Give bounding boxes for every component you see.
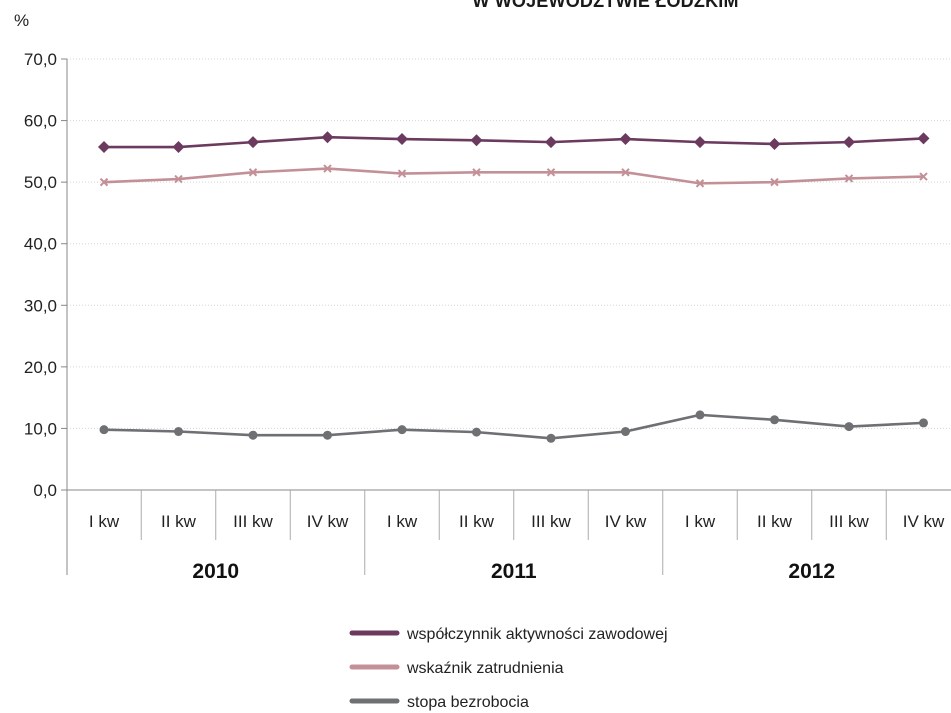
year-group-label: 2011 [491,560,537,583]
data-point-diamond [396,133,408,146]
data-point-circle [323,430,332,440]
data-point-diamond [321,131,334,144]
x-category-label: II kw [757,512,793,531]
data-point-cross [397,169,407,178]
x-category-label: I kw [387,512,418,531]
year-group-label: 2012 [788,560,835,583]
data-point-cross [770,177,779,187]
data-point-diamond [843,136,855,149]
data-point-cross [546,168,556,177]
data-point-diamond [545,136,557,149]
y-tick-label: 50,0 [24,173,57,192]
data-point-circle [919,418,928,428]
legend-entry-label: współczynnik aktywności zawodowej [406,626,668,643]
data-point-diamond [694,136,706,149]
data-point-cross [99,177,109,187]
y-axis-ticks: 0,0 10,0 20,0 30,0 40,0 50,0 60,0 70,0 [24,50,67,500]
data-series [98,131,930,443]
data-point-cross [472,168,481,177]
data-point-cross [844,174,854,183]
data-point-diamond [619,133,632,146]
x-category-label: IV kw [307,512,349,531]
x-category-label: I kw [685,512,716,531]
x-category-label: III kw [829,512,869,531]
series-x [99,164,928,188]
x-axis-categories: I kw II kw III kw IV kw I kw II kw III kw IV kw… [89,490,945,583]
series-diamond [98,131,930,154]
legend-entry-label: wskaźnik zatrudnienia [406,660,564,677]
data-point-circle [248,430,258,440]
data-point-cross [323,164,332,173]
y-tick-label: 30,0 [24,296,57,315]
series-line [103,167,924,185]
series-line [103,413,924,440]
legend-entry-label: stopa bezrobocia [407,694,529,711]
y-tick-label: 10,0 [24,419,57,438]
data-point-cross [695,179,705,188]
data-point-circle [174,427,183,437]
series-circle [99,410,928,443]
chart-title: W WOJEWÓDZTWIE ŁÓDZKIM [472,0,739,11]
data-point-diamond [247,136,259,149]
data-point-circle [844,422,854,432]
gridlines [67,58,951,429]
y-axis-unit-label: % [14,11,29,30]
data-point-circle [621,427,630,437]
y-tick-label: 0,0 [33,481,57,500]
data-point-diamond [98,141,110,154]
data-point-cross [174,174,183,184]
y-tick-label: 40,0 [24,235,57,254]
x-category-label: II kw [161,512,197,531]
x-category-label: III kw [531,512,571,531]
data-point-circle [695,410,705,420]
data-point-cross [621,168,630,177]
x-category-label: IV kw [903,512,945,531]
y-tick-label: 60,0 [24,112,57,131]
data-point-cross [919,172,928,181]
data-point-diamond [172,141,185,154]
x-category-label: IV kw [605,512,647,531]
data-point-circle [546,433,556,443]
year-group-label: 2010 [192,560,239,583]
x-category-label: III kw [233,512,273,531]
data-point-diamond [768,137,781,150]
data-point-cross [248,168,258,177]
y-tick-label: 20,0 [24,358,57,377]
data-point-diamond [470,134,483,147]
data-point-circle [99,425,109,435]
data-point-circle [770,415,779,425]
legend: współczynnik aktywności zawodowej wskaźni… [349,626,668,711]
data-point-circle [472,427,481,437]
x-category-label: I kw [89,512,120,531]
y-tick-label: 70,0 [24,50,57,69]
series-line [104,135,924,149]
data-point-diamond [917,132,930,145]
x-category-label: II kw [459,512,495,531]
data-point-circle [397,425,407,435]
axes [66,59,951,575]
